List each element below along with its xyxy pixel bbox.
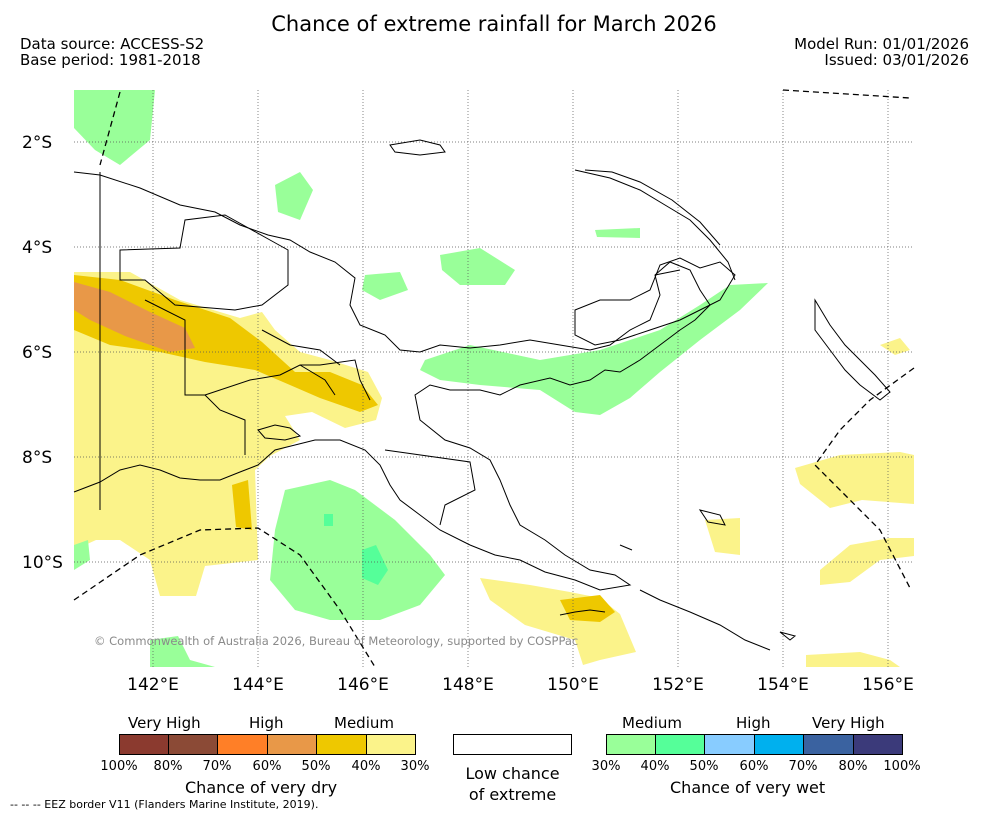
dry-tick-70: 70% bbox=[202, 759, 232, 774]
dry-tick-50: 50% bbox=[301, 759, 331, 774]
issued-date: Issued: 03/01/2026 bbox=[824, 51, 969, 69]
low-chance-swatch bbox=[453, 734, 572, 755]
dry-tick-40: 40% bbox=[351, 759, 381, 774]
page-title: Chance of extreme rainfall for March 202… bbox=[271, 12, 717, 36]
wet-tick-80: 80% bbox=[838, 759, 868, 774]
dry-region-islands bbox=[705, 518, 740, 555]
wet-swatch-50-60 bbox=[704, 734, 755, 755]
wet-region-island bbox=[275, 172, 313, 220]
dry-region-east-2 bbox=[820, 538, 914, 585]
copyright-notice: © Commonwealth of Australia 2026, Bureau… bbox=[94, 634, 579, 648]
eez-note: -- -- -- EEZ border V11 (Flanders Marine… bbox=[10, 798, 319, 811]
model-run: Model Run: 01/01/2026 bbox=[794, 35, 969, 53]
wet-swatch-60-70 bbox=[754, 734, 804, 755]
lon-label-152e: 152°E bbox=[652, 675, 704, 695]
wet-regions bbox=[74, 90, 768, 667]
wet-swatch-80-100 bbox=[853, 734, 903, 755]
wet-tick-50: 50% bbox=[689, 759, 719, 774]
lat-label-2s: 2°S bbox=[22, 133, 53, 153]
wet-tick-40: 40% bbox=[640, 759, 670, 774]
dry-region-east bbox=[795, 452, 914, 508]
dry-medium-south bbox=[232, 480, 252, 530]
dry-medium-png-south bbox=[560, 595, 615, 622]
new-ireland bbox=[574, 169, 736, 281]
dry-region-bougainville bbox=[880, 338, 910, 355]
wet-swatch-40-50 bbox=[655, 734, 705, 755]
base-period: Base period: 1981-2018 bbox=[20, 51, 201, 69]
wet-tick-100: 100% bbox=[883, 759, 921, 774]
manus-island bbox=[389, 139, 446, 156]
wet-tick-60: 60% bbox=[739, 759, 769, 774]
lon-label-142e: 142°E bbox=[127, 675, 179, 695]
dry-region-se bbox=[806, 652, 900, 667]
wet-region-islet bbox=[362, 272, 408, 300]
lon-label-144e: 144°E bbox=[232, 675, 284, 695]
dry-tick-100: 100% bbox=[100, 759, 138, 774]
dry-level-high: High bbox=[249, 714, 284, 732]
torres-strait bbox=[257, 424, 302, 441]
wet-region-nw bbox=[74, 90, 155, 165]
wet-region-strip bbox=[595, 228, 640, 238]
wet-region-corner bbox=[74, 540, 90, 570]
dry-tick-30: 30% bbox=[400, 759, 430, 774]
wet-region-mid bbox=[440, 248, 515, 285]
dry-swatch-80-70 bbox=[168, 734, 218, 755]
coastlines bbox=[73, 139, 891, 651]
dry-swatch-70-60 bbox=[217, 734, 268, 755]
wet-medium-dot bbox=[324, 514, 333, 526]
lon-label-154e: 154°E bbox=[757, 675, 809, 695]
dry-high-core bbox=[74, 282, 195, 352]
province-borders bbox=[119, 214, 681, 526]
dry-level-medium: Medium bbox=[334, 714, 394, 732]
lon-label-150e: 150°E bbox=[547, 675, 599, 695]
wet-region-south bbox=[270, 480, 445, 620]
dry-caption: Chance of very dry bbox=[185, 778, 338, 797]
wet-level-very-high: Very High bbox=[812, 714, 885, 732]
lon-label-146e: 146°E bbox=[337, 675, 389, 695]
wet-swatch-70-80 bbox=[803, 734, 854, 755]
eez-borders bbox=[73, 89, 915, 668]
dry-swatch-50-40 bbox=[316, 734, 367, 755]
wet-medium-spot bbox=[362, 545, 388, 585]
lat-label-4s: 4°S bbox=[22, 238, 53, 258]
low-chance-line2: of extreme bbox=[468, 785, 557, 804]
wet-tick-30: 30% bbox=[591, 759, 621, 774]
dry-level-very-high: Very High bbox=[128, 714, 201, 732]
data-source: Data source: ACCESS-S2 bbox=[20, 35, 205, 53]
dry-swatch-40-30 bbox=[366, 734, 416, 755]
bougainville bbox=[814, 298, 891, 401]
dry-medium-band bbox=[74, 275, 378, 412]
dry-tick-80: 80% bbox=[153, 759, 183, 774]
wet-caption: Chance of very wet bbox=[670, 778, 826, 797]
lat-label-8s: 8°S bbox=[22, 448, 53, 468]
wet-level-medium: Medium bbox=[622, 714, 682, 732]
new-britain bbox=[574, 257, 736, 346]
dry-region-torres bbox=[102, 452, 140, 466]
lon-label-156e: 156°E bbox=[862, 675, 914, 695]
wet-swatch-30-40 bbox=[606, 734, 656, 755]
wet-region-band bbox=[420, 283, 768, 415]
dry-swatch-100-80 bbox=[119, 734, 169, 755]
wet-tick-70: 70% bbox=[788, 759, 818, 774]
dry-regions bbox=[74, 272, 914, 667]
low-chance-line1: Low chance bbox=[465, 764, 560, 783]
lat-label-6s: 6°S bbox=[22, 343, 53, 363]
png-mainland-coast bbox=[73, 171, 711, 591]
dry-swatch-60-50 bbox=[267, 734, 317, 755]
dry-region-west bbox=[74, 272, 382, 596]
wet-level-high: High bbox=[736, 714, 771, 732]
islands-south bbox=[559, 509, 797, 651]
lon-label-148e: 148°E bbox=[442, 675, 494, 695]
dry-tick-60: 60% bbox=[252, 759, 282, 774]
wet-region-bottom bbox=[150, 636, 215, 667]
lat-label-10s: 10°S bbox=[22, 553, 63, 573]
dry-region-south bbox=[480, 578, 636, 665]
